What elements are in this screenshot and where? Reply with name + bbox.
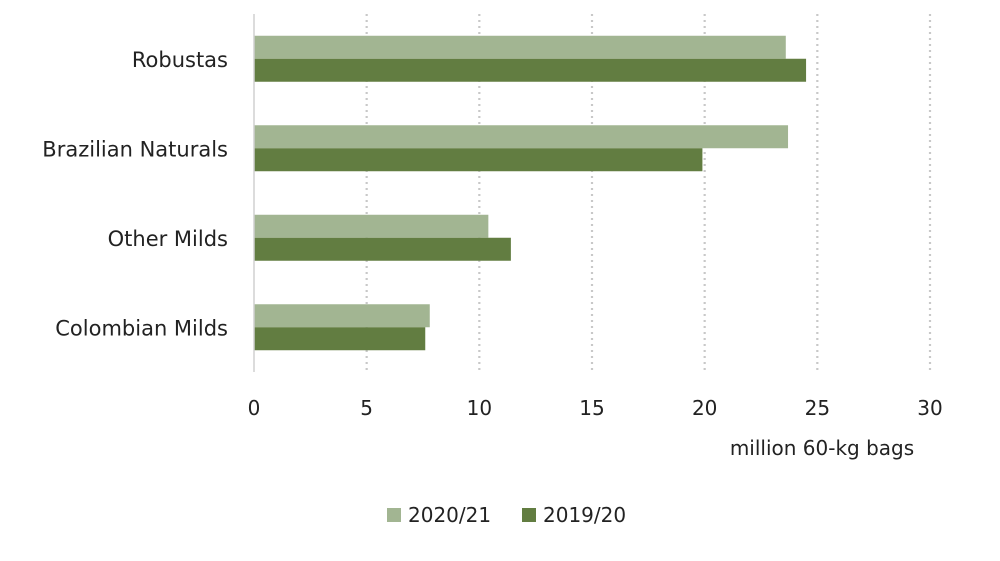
legend: 2020/21 2019/20 bbox=[387, 503, 626, 527]
bar-brazilian-naturals-2020-21 bbox=[254, 125, 789, 149]
category-label-colombian-milds: Colombian Milds bbox=[55, 316, 228, 340]
legend-swatch-2019-20 bbox=[522, 508, 536, 522]
bar-colombian-milds-2019-20 bbox=[254, 327, 426, 351]
bar-brazilian-naturals-2019-20 bbox=[254, 148, 703, 172]
legend-label-2020-21: 2020/21 bbox=[408, 503, 491, 527]
x-axis-title: million 60-kg bags bbox=[730, 436, 914, 460]
bars bbox=[254, 35, 807, 351]
category-label-robustas: Robustas bbox=[132, 48, 228, 72]
legend-swatch-2020-21 bbox=[387, 508, 401, 522]
x-tick-label-15: 15 bbox=[579, 396, 604, 420]
legend-label-2019-20: 2019/20 bbox=[543, 503, 626, 527]
x-tick-label-30: 30 bbox=[917, 396, 942, 420]
x-tick-label-0: 0 bbox=[248, 396, 261, 420]
tick-labels: 0 5 10 15 20 25 30 bbox=[248, 396, 943, 420]
bar-robustas-2019-20 bbox=[254, 58, 807, 82]
bar-other-milds-2019-20 bbox=[254, 237, 511, 261]
x-tick-label-10: 10 bbox=[467, 396, 492, 420]
x-tick-label-5: 5 bbox=[360, 396, 373, 420]
category-label-brazilian-naturals: Brazilian Naturals bbox=[42, 137, 228, 161]
bar-colombian-milds-2020-21 bbox=[254, 304, 430, 328]
bar-robustas-2020-21 bbox=[254, 35, 786, 59]
x-tick-label-20: 20 bbox=[692, 396, 717, 420]
bar-other-milds-2020-21 bbox=[254, 214, 489, 238]
x-tick-label-25: 25 bbox=[805, 396, 830, 420]
category-labels: Robustas Brazilian Naturals Other Milds Col… bbox=[42, 48, 228, 341]
category-label-other-milds: Other Milds bbox=[108, 227, 228, 251]
